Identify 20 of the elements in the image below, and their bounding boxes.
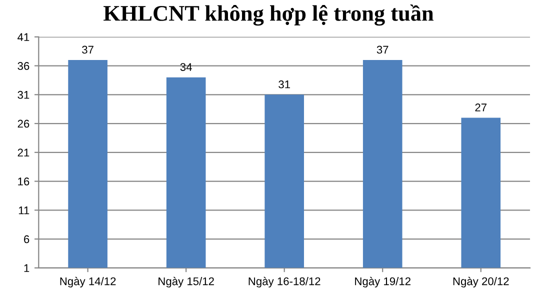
x-tick-label: Ngày 16-18/12 — [248, 276, 320, 288]
y-tick-label: 41 — [18, 33, 30, 41]
data-label: 37 — [376, 46, 388, 54]
y-tick-label: 36 — [18, 62, 30, 70]
data-label: 27 — [475, 104, 487, 112]
y-tick-label: 16 — [18, 178, 30, 186]
data-label: 34 — [180, 63, 192, 71]
y-tick-label: 31 — [18, 90, 30, 99]
chart-title: KHLCNT không hợp lệ trong tuần — [104, 4, 434, 26]
x-tick-label: Ngày 14/12 — [60, 276, 116, 288]
x-tick-label: Ngày 20/12 — [453, 276, 509, 288]
x-tick-label: Ngày 19/12 — [355, 276, 410, 288]
data-label: 31 — [278, 80, 290, 88]
y-tick-label: 11 — [18, 206, 30, 214]
y-tick-label: 21 — [18, 148, 30, 156]
y-tick-label: 1 — [24, 264, 30, 272]
x-tick-label: Ngày 15/12 — [158, 276, 214, 288]
y-tick-label: 6 — [24, 235, 30, 244]
y-tick-label: 26 — [18, 120, 30, 128]
data-label: 37 — [82, 46, 94, 54]
